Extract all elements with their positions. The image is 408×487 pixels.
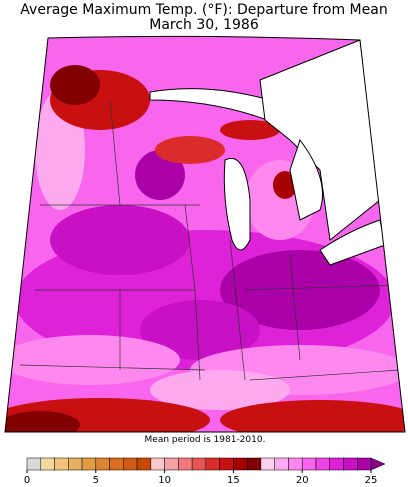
color-bin bbox=[81, 457, 97, 471]
color-bin bbox=[54, 457, 69, 471]
tick-label: 25 bbox=[365, 475, 378, 483]
color-bin bbox=[315, 457, 330, 471]
map-frame bbox=[4, 35, 406, 433]
tick-label: 10 bbox=[158, 475, 171, 483]
color-bin bbox=[150, 457, 165, 471]
color-bin bbox=[40, 457, 55, 471]
color-bin bbox=[205, 457, 220, 471]
note: Mean period is 1981-2010. bbox=[145, 435, 266, 445]
color-bin bbox=[301, 457, 317, 471]
color-bin bbox=[329, 457, 344, 471]
color-bin bbox=[123, 457, 138, 471]
color-bin bbox=[95, 457, 110, 471]
title-line: March 30, 1986 bbox=[149, 17, 259, 33]
color-bin bbox=[219, 457, 234, 471]
color-bin bbox=[274, 457, 289, 471]
color-bin bbox=[356, 457, 372, 471]
map bbox=[5, 36, 405, 433]
over-arrow bbox=[370, 457, 386, 471]
color-bin bbox=[343, 457, 358, 471]
tick-label: 5 bbox=[93, 475, 99, 483]
color-bin bbox=[288, 457, 303, 471]
color-bin bbox=[233, 457, 248, 471]
tick-label: 0 bbox=[24, 475, 30, 483]
title-line: Average Maximum Temp. (°F): Departure fr… bbox=[20, 2, 387, 18]
color-bin bbox=[191, 457, 207, 471]
color-bin bbox=[26, 457, 42, 471]
color-bin bbox=[68, 457, 83, 471]
color-bin bbox=[109, 457, 124, 471]
color-bin bbox=[164, 457, 179, 471]
color-bin bbox=[136, 457, 152, 471]
color-bin bbox=[178, 457, 193, 471]
color-bin bbox=[260, 457, 275, 471]
color-bin bbox=[246, 457, 262, 471]
tick-label: 20 bbox=[296, 475, 309, 483]
tick-label: 15 bbox=[227, 475, 240, 483]
colorbar: 0 5 10 15 20 25 bbox=[24, 457, 386, 486]
